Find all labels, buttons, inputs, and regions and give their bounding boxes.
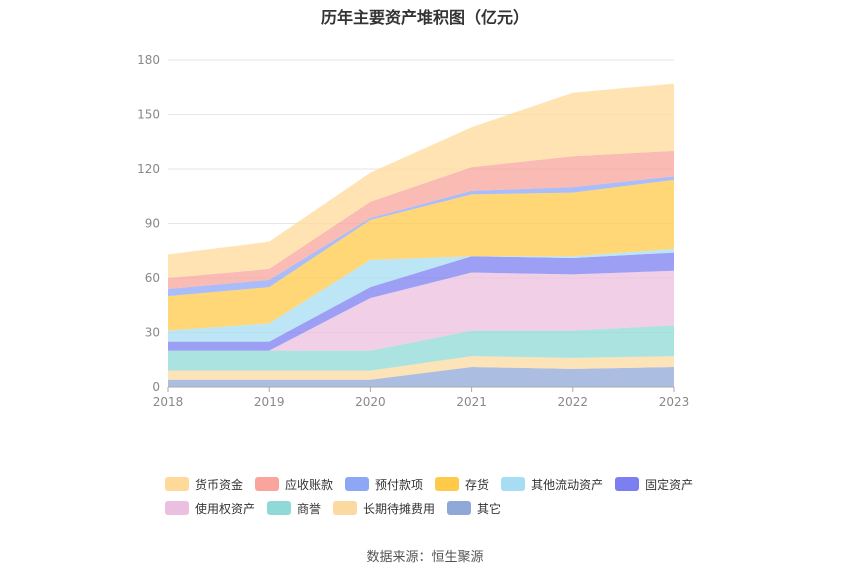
x-tick-label: 2021 [456, 395, 487, 409]
legend-swatch [255, 477, 280, 491]
legend-swatch [447, 501, 472, 515]
y-tick-label: 30 [145, 326, 160, 340]
legend-swatch [165, 477, 189, 491]
legend-swatch [435, 477, 460, 491]
legend-swatch [345, 477, 370, 491]
legend-item[interactable]: 商誉 [267, 500, 321, 517]
legend-label: 货币资金 [195, 477, 244, 492]
legend-swatch [165, 501, 189, 515]
area-货币资金 [168, 83, 674, 278]
x-tick-label: 2019 [254, 395, 285, 409]
area-其它 [168, 367, 674, 387]
legend-swatch [267, 501, 292, 515]
legend-label: 应收账款 [285, 477, 334, 492]
legend-label: 预付款项 [375, 477, 424, 492]
x-axis: 2018 2019 2020 2021 2022 2023 [153, 386, 690, 409]
x-tick-label: 2023 [659, 395, 690, 409]
legend-label: 存货 [465, 477, 490, 492]
y-tick-label: 90 [145, 217, 160, 231]
legend-item[interactable]: 预付款项 [345, 476, 423, 493]
x-tick-label: 2020 [355, 395, 386, 409]
legend-row: 货币资金 应收账款 预付款项 存货 其他流动资产 固定资产 [165, 472, 725, 496]
area-其他流动资产 [168, 248, 674, 342]
legend-item[interactable]: 其它 [447, 500, 501, 517]
legend-label: 使用权资产 [195, 501, 256, 516]
stacked-area-chart: 2018 2019 2020 2021 2022 2023 0 30 60 90 120 150 18… [137, 53, 690, 409]
legend-row: 使用权资产 商誉 长期待摊费用 其它 [165, 496, 725, 520]
x-tick-label: 2018 [153, 395, 184, 409]
area-固定资产 [168, 252, 674, 351]
legend-item[interactable]: 货币资金 [165, 476, 243, 493]
legend-item[interactable]: 应收账款 [255, 476, 333, 493]
legend-label: 长期待摊费用 [363, 501, 436, 516]
x-tick-label: 2022 [558, 395, 589, 409]
area-应收账款 [168, 150, 674, 289]
legend-swatch [501, 477, 526, 491]
legend-label: 其它 [477, 501, 502, 516]
y-axis: 0 30 60 90 120 150 180 [137, 53, 160, 394]
y-tick-label: 120 [137, 162, 160, 176]
y-tick-label: 180 [137, 53, 160, 67]
legend-item[interactable]: 其他流动资产 [501, 476, 603, 493]
area-使用权资产 [168, 270, 674, 351]
legend-item[interactable]: 存货 [435, 476, 489, 493]
chart-title: 历年主要资产堆积图（亿元） [320, 8, 529, 27]
legend-label: 其他流动资产 [531, 477, 604, 492]
legend-label: 商誉 [297, 501, 322, 516]
area-预付款项 [168, 176, 674, 297]
area-存货 [168, 179, 674, 331]
legend: 货币资金 应收账款 预付款项 存货 其他流动资产 固定资产 使用权资产 商誉 长期待摊费用 其它 [165, 472, 725, 520]
legend-item[interactable]: 使用权资产 [165, 500, 255, 517]
y-tick-label: 0 [152, 380, 160, 394]
area-长期待摊费用 [168, 356, 674, 380]
legend-swatch [333, 501, 358, 515]
legend-swatch [615, 477, 640, 491]
area-商誉 [168, 325, 674, 371]
legend-item[interactable]: 长期待摊费用 [333, 500, 435, 517]
y-tick-label: 150 [137, 108, 160, 122]
area-series [168, 83, 674, 387]
y-tick-label: 60 [145, 271, 160, 285]
legend-item[interactable]: 固定资产 [615, 476, 693, 493]
legend-label: 固定资产 [645, 477, 694, 492]
data-source: 数据来源：恒生聚源 [366, 550, 484, 565]
